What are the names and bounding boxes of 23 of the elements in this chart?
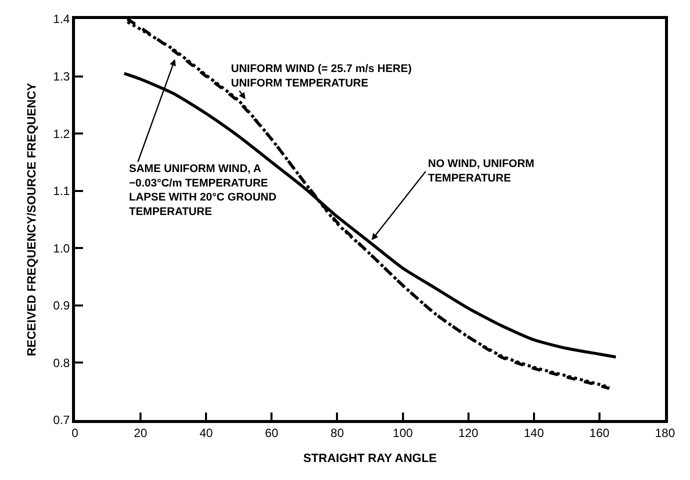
annotation: NO WIND, UNIFORM TEMPERATURE xyxy=(428,158,534,184)
y-tick-label: 1.3 xyxy=(53,69,70,84)
y-tick-label: 1.2 xyxy=(53,126,70,141)
x-tick-label: 160 xyxy=(589,426,610,440)
x-tick-label: 120 xyxy=(458,426,479,440)
annotation: SAME UNIFORM WIND, A −0.03°C/m TEMPERATURE LAPSE WITH 20°C GROUND TEMPERATURE xyxy=(129,163,276,218)
x-tick-label: 100 xyxy=(392,426,414,440)
x-tick-label: 80 xyxy=(330,426,344,440)
x-tick-label: 40 xyxy=(199,426,214,440)
y-axis-title: RECEIVED FREQUENCY/SOURCE FREQUENCY xyxy=(24,82,38,356)
y-tick-label: 1.1 xyxy=(53,184,70,198)
y-tick-label: 1.4 xyxy=(53,12,70,26)
x-tick-label: 0 xyxy=(72,426,79,440)
x-tick-label: 20 xyxy=(134,426,148,440)
y-tick-label: 0.8 xyxy=(53,356,70,370)
y-tick-label: 0.7 xyxy=(53,413,70,428)
x-tick-label: 180 xyxy=(654,426,676,440)
y-tick-label: 0.9 xyxy=(53,298,70,313)
annotation: UNIFORM WIND (= 25.7 m/s HERE) UNIFORM TEMPERATURE xyxy=(231,63,412,90)
x-tick-label: 140 xyxy=(524,426,544,440)
x-tick-label: 60 xyxy=(264,426,279,440)
y-tick-label: 1.0 xyxy=(53,241,70,256)
x-axis-title: STRAIGHT RAY ANGLE xyxy=(303,451,437,466)
